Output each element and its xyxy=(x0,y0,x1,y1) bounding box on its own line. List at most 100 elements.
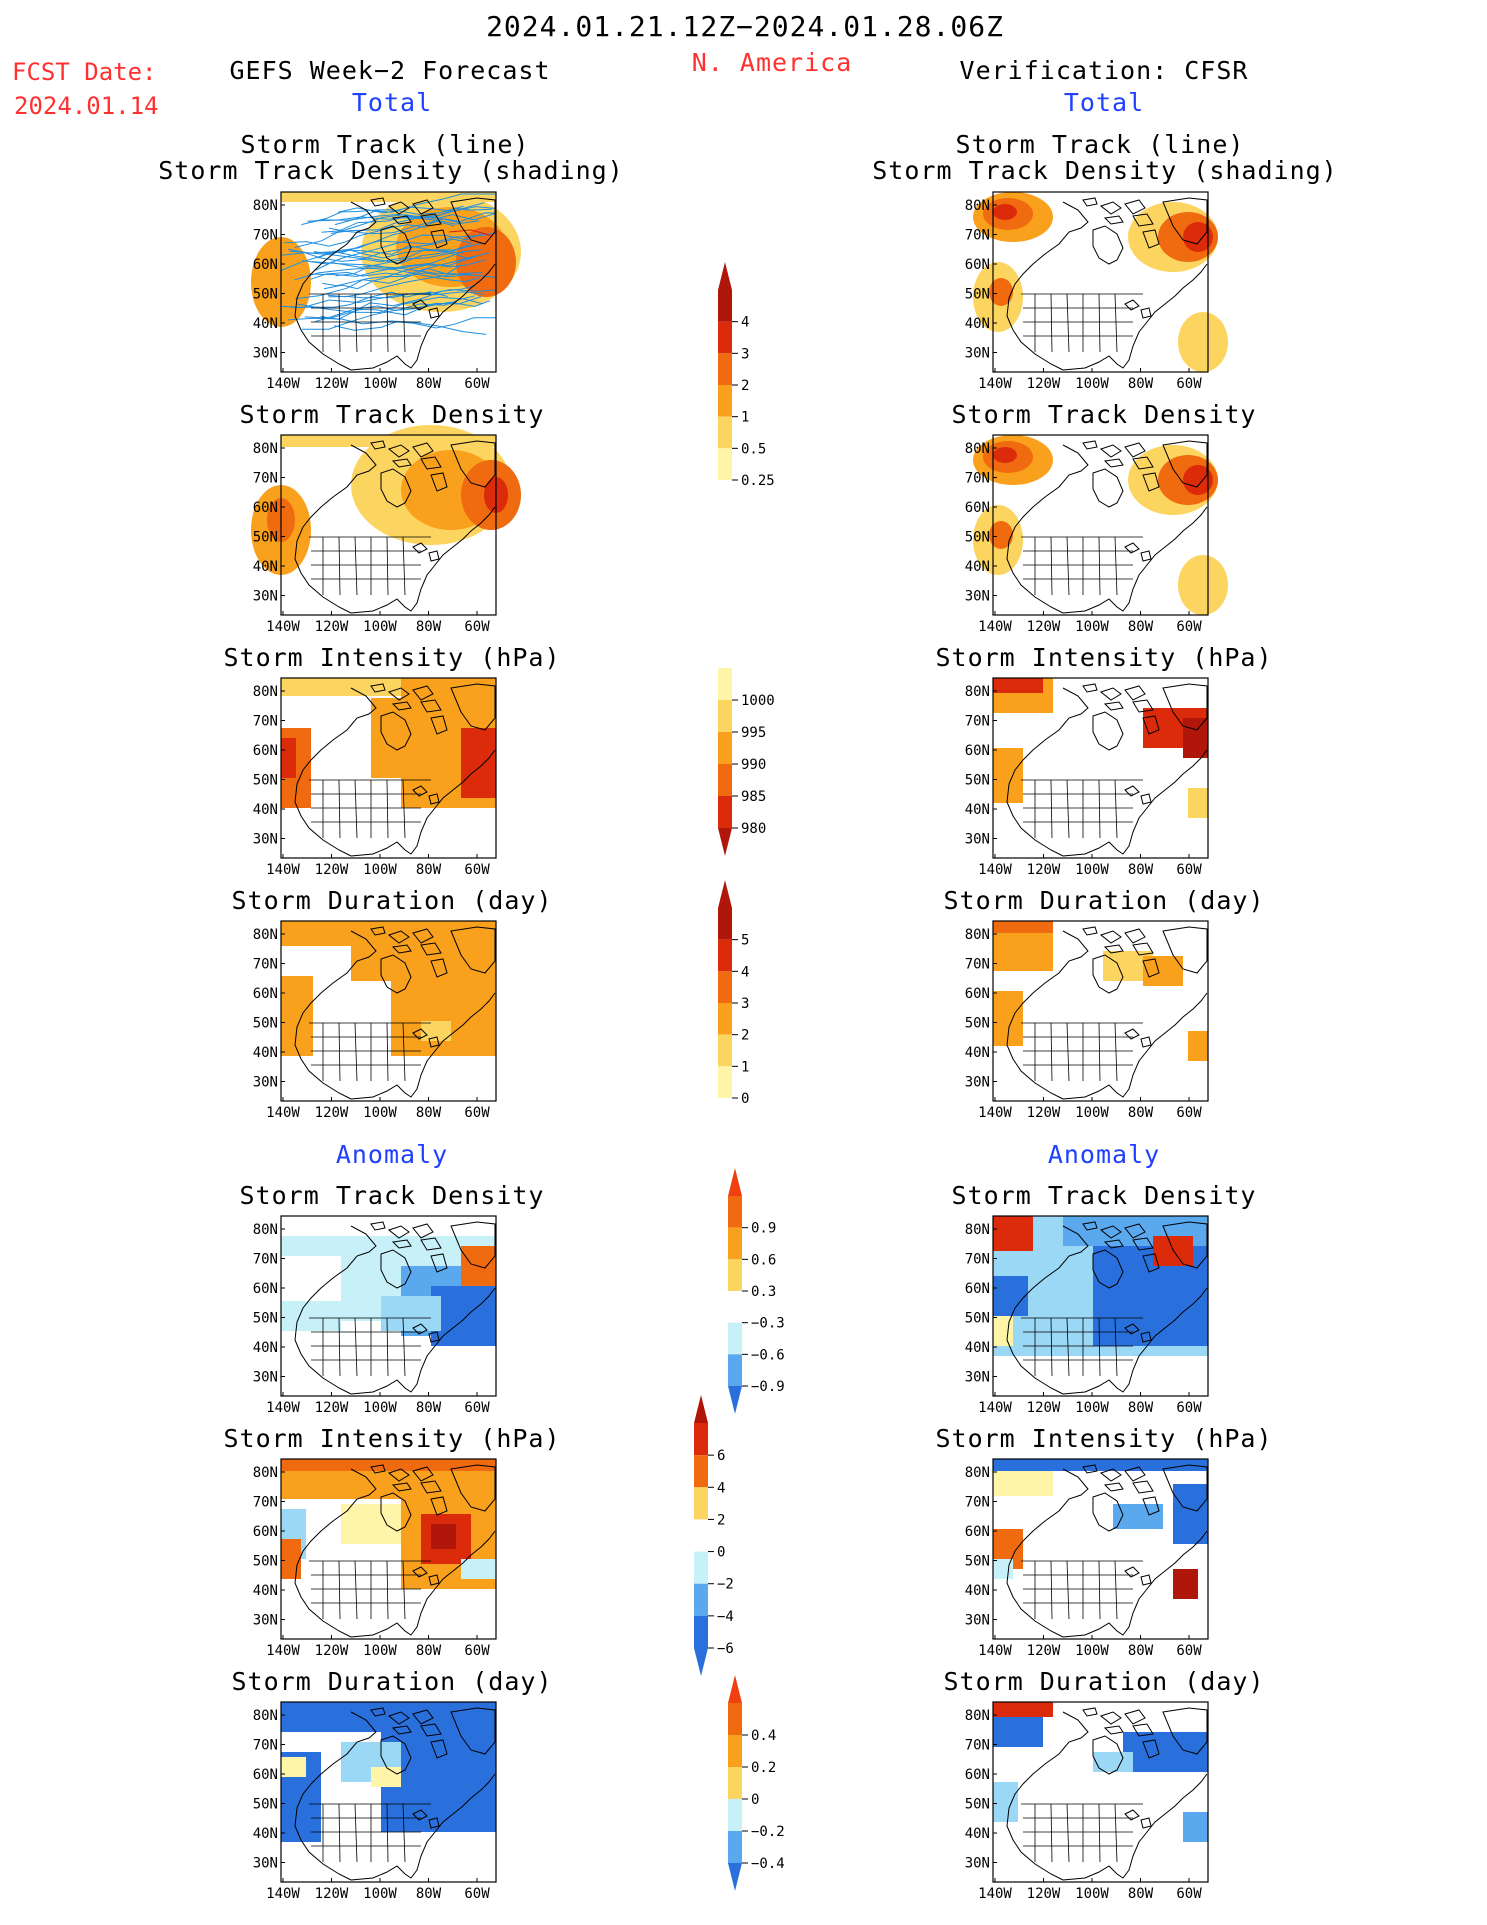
lon-tick-label: 120W xyxy=(1027,376,1061,392)
total-label-left: Total xyxy=(351,88,433,117)
map-svg: 80N 70N 60N 50N 40N 30N 140W 120W 100W 80W 60W xyxy=(253,677,497,878)
anomaly-label-left: Anomaly xyxy=(335,1140,449,1169)
map-panel-track-forecast: 80N 70N 60N 50N 40N 30N 140W 120W 100W 80W 60W xyxy=(248,191,521,392)
map-svg: 80N 70N 60N 50N 40N 30N 140W 120W 100W 80W 60W xyxy=(253,1458,497,1659)
fcst-date-label: FCST Date: xyxy=(12,58,157,86)
lat-tick-label: 60N xyxy=(965,1767,990,1783)
lat-tick-label: 80N xyxy=(253,1708,278,1724)
colorbar-tick-label: 4 xyxy=(741,315,749,331)
colorbar-tick-label: 0.2 xyxy=(751,1760,776,1776)
lat-tick-label: 70N xyxy=(253,714,278,730)
lat-tick-label: 40N xyxy=(965,802,990,818)
lon-tick-label: 140W xyxy=(978,1886,1012,1902)
lat-tick-label: 60N xyxy=(965,500,990,516)
lat-tick-label: 30N xyxy=(253,589,278,605)
colorbar-tick-label: 995 xyxy=(741,725,766,741)
lat-tick-label: 60N xyxy=(965,1524,990,1540)
colorbar-tick-label: −0.2 xyxy=(751,1824,785,1840)
lat-tick-label: 80N xyxy=(253,927,278,943)
lon-tick-label: 80W xyxy=(1128,1643,1154,1659)
colorbar-duration-anomaly: 0.4 0.2 0 −0.2 −0.4 xyxy=(728,1675,802,1899)
state-borders xyxy=(1021,779,1143,839)
colorbar-tick-label: 1000 xyxy=(741,693,775,709)
lon-tick-label: 80W xyxy=(416,1886,442,1902)
lat-tick-label: 70N xyxy=(965,1495,990,1511)
colorbar-svg: 1000 995 990 985 980 xyxy=(718,668,775,856)
state-borders xyxy=(1021,1560,1143,1620)
lat-tick-label: 80N xyxy=(965,1222,990,1238)
lat-tick-label: 40N xyxy=(965,1826,990,1842)
map-svg: 80N 70N 60N 50N 40N 30N 140W 120W 100W 80W 60W xyxy=(253,1701,497,1902)
lon-tick-label: 120W xyxy=(315,1400,349,1416)
map-panel-duration-verification: 80N 70N 60N 50N 40N 30N 140W 120W 100W 80W 60W xyxy=(960,920,1228,1121)
colorbar-intensity-total: 1000 995 990 985 980 xyxy=(718,640,792,864)
lat-tick-label: 80N xyxy=(253,1465,278,1481)
state-borders xyxy=(309,1803,431,1863)
lon-tick-label: 60W xyxy=(464,376,490,392)
lon-tick-label: 140W xyxy=(978,1643,1012,1659)
lon-tick-label: 100W xyxy=(363,1400,397,1416)
lon-tick-label: 140W xyxy=(266,1643,300,1659)
lon-tick-label: 80W xyxy=(1128,862,1154,878)
lat-tick-label: 40N xyxy=(965,1583,990,1599)
colorbar-segment xyxy=(694,1519,708,1552)
lat-tick-label: 80N xyxy=(253,441,278,457)
lat-tick-label: 70N xyxy=(253,957,278,973)
lon-tick-label: 60W xyxy=(464,619,490,635)
lon-tick-label: 60W xyxy=(464,1643,490,1659)
colorbar-segment xyxy=(718,764,732,796)
anomaly-label-right: Anomaly xyxy=(1047,1140,1161,1169)
lon-tick-label: 60W xyxy=(1176,862,1202,878)
lon-tick-label: 60W xyxy=(1176,1643,1202,1659)
lat-tick-label: 30N xyxy=(965,346,990,362)
colorbar-segment xyxy=(694,1487,708,1520)
coastline-layer xyxy=(294,1707,496,1881)
lat-tick-label: 80N xyxy=(253,198,278,214)
map-panel-intensity-forecast: 80N 70N 60N 50N 40N 30N 140W 120W 100W 80W 60W xyxy=(248,677,516,878)
map-panel-density-anom-forecast: 80N 70N 60N 50N 40N 30N 140W 120W 100W 80W 60W xyxy=(248,1215,516,1416)
colorbar-segment xyxy=(718,1034,732,1067)
lon-tick-label: 60W xyxy=(464,862,490,878)
colorbar-segment xyxy=(718,416,732,449)
lat-tick-label: 30N xyxy=(253,1856,278,1872)
map-svg: 80N 70N 60N 50N 40N 30N 140W 120W 100W 80W 60W xyxy=(965,920,1209,1121)
map-svg: 80N 70N 60N 50N 40N 30N 140W 120W 100W 80W 60W xyxy=(251,191,521,392)
shading-layer xyxy=(281,1459,496,1589)
lat-tick-label: 40N xyxy=(253,1583,278,1599)
colorbar-segment xyxy=(694,1455,708,1488)
state-borders xyxy=(309,779,431,839)
lon-tick-label: 80W xyxy=(1128,619,1154,635)
lat-tick-label: 80N xyxy=(965,684,990,700)
colorbar-segment xyxy=(728,1799,742,1831)
coastline-layer xyxy=(1006,1464,1208,1638)
lon-tick-label: 100W xyxy=(1075,1400,1109,1416)
colorbar-segment xyxy=(728,1831,742,1863)
lat-tick-label: 80N xyxy=(253,1222,278,1238)
colorbar-tick-label: 985 xyxy=(741,789,766,805)
state-borders xyxy=(309,1317,431,1377)
lat-tick-label: 80N xyxy=(965,198,990,214)
lat-tick-label: 80N xyxy=(253,684,278,700)
coastline-layer xyxy=(294,440,496,614)
lon-tick-label: 80W xyxy=(416,1643,442,1659)
lat-tick-label: 40N xyxy=(965,1340,990,1356)
colorbar-segment xyxy=(694,1583,708,1616)
lon-tick-label: 80W xyxy=(416,1400,442,1416)
colorbar-segment xyxy=(728,1227,742,1260)
lat-tick-label: 50N xyxy=(965,530,990,546)
lat-tick-label: 70N xyxy=(965,1252,990,1268)
lat-tick-label: 50N xyxy=(253,1797,278,1813)
mean-track-line xyxy=(448,229,494,237)
colorbar-tick-label: −6 xyxy=(717,1641,734,1657)
colorbar-tick-label: 0.9 xyxy=(751,1221,776,1237)
lon-tick-label: 120W xyxy=(1027,1643,1061,1659)
panel-title-density-right: Storm Track Density xyxy=(951,400,1257,429)
lat-tick-label: 70N xyxy=(965,228,990,244)
panel-title-track-shading-right: Storm Track Density (shading) xyxy=(872,156,1338,185)
shading-layer xyxy=(993,678,1208,818)
map-svg: 80N 70N 60N 50N 40N 30N 140W 120W 100W 80W 60W xyxy=(965,677,1209,878)
colorbar-segment xyxy=(694,1615,708,1648)
panel-title-density-left: Storm Track Density xyxy=(239,400,545,429)
map-svg: 80N 70N 60N 50N 40N 30N 140W 120W 100W 80W 60W xyxy=(965,1458,1209,1659)
lon-tick-label: 60W xyxy=(1176,376,1202,392)
